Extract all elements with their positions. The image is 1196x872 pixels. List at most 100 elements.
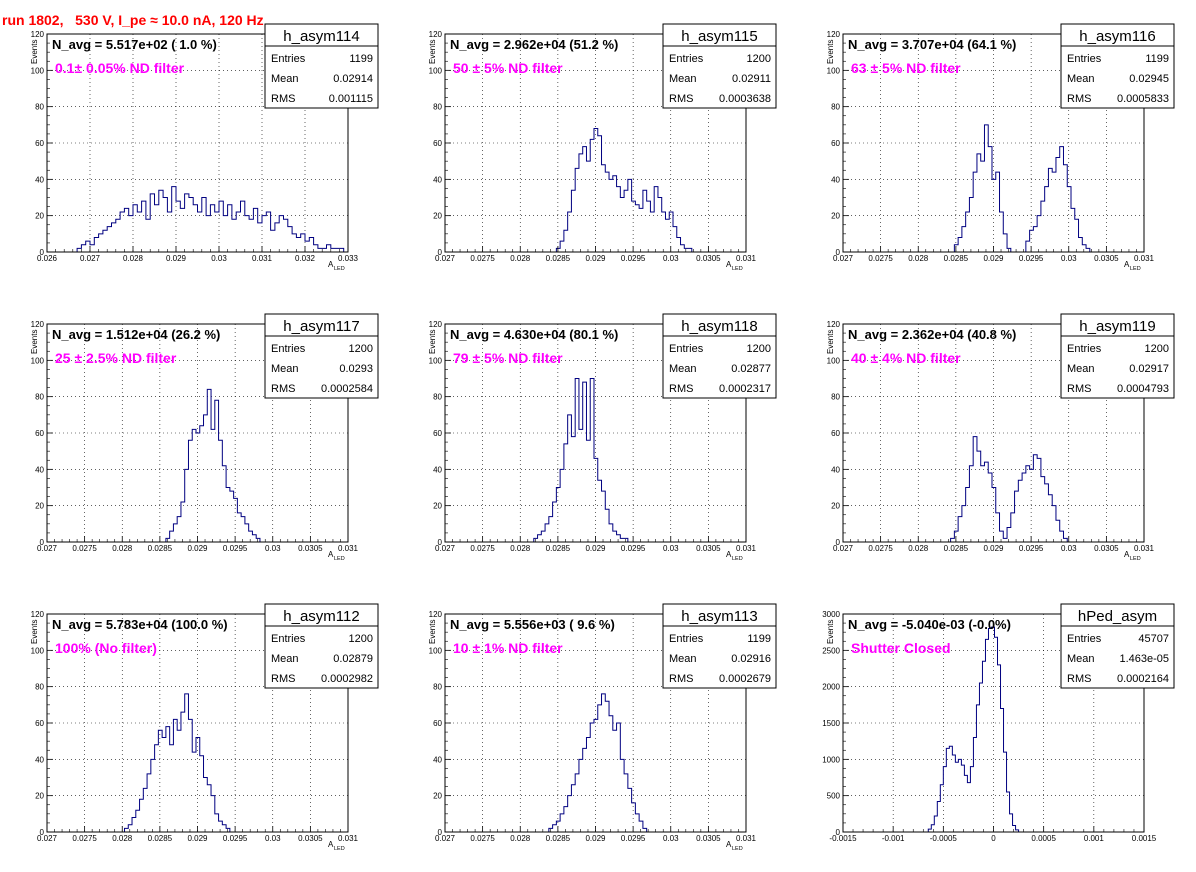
x-tick-label: 0.031 [338,834,359,843]
y-axis-label: Events [826,620,835,644]
stat-entries-value: 1200 [747,343,771,355]
x-tick-label: 0.0275 [72,544,97,553]
y-tick-label: 0 [438,828,443,837]
stat-mean-label: Mean [1067,73,1095,85]
x-tick-label: 0.032 [295,254,316,263]
stats-box [264,23,379,109]
x-tick-label: 0.03 [265,834,281,843]
histogram-line [124,693,231,832]
x-tick-label: 0.0295 [223,834,248,843]
histogram-panel-h_asym118: 0.027 0.0275 0.028 0.0285 0.029 0.0295 0.03 0.0… [428,313,777,562]
stat-mean-value: 0.02877 [731,363,771,375]
stat-entries-value: 1200 [1145,343,1169,355]
y-axis-label: Events [428,40,437,64]
x-tick-label: 0.029 [187,544,208,553]
x-tick-label: 0.026 [37,254,58,263]
stat-entries-value: 1199 [349,53,373,65]
x-axis-label: A [726,550,732,559]
y-tick-label: 40 [831,175,840,184]
histogram-line [533,378,629,542]
filter-label: 100% (No filter) [55,640,157,656]
y-tick-label: 40 [35,755,44,764]
stat-entries-label: Entries [1067,343,1102,355]
stat-rms-label: RMS [271,673,295,685]
x-tick-label: 0.027 [435,544,456,553]
y-tick-label: 120 [31,610,45,619]
x-tick-label: 0.027 [435,254,456,263]
x-tick-label: 0.0285 [546,254,571,263]
stat-entries-value: 1200 [349,633,373,645]
navg-title: N_avg = 3.707e+04 (64.1 %) [848,37,1016,52]
x-tick-label: 0.0275 [470,544,495,553]
y-tick-label: 120 [31,30,45,39]
y-tick-label: 40 [831,465,840,474]
x-tick-label: 0.031 [736,834,757,843]
x-tick-label: 0.029 [585,544,606,553]
x-axis-label: A [328,260,334,269]
x-tick-label: 0.001 [1084,834,1105,843]
histogram-panel-h_asym115: 0.027 0.0275 0.028 0.0285 0.029 0.0295 0.03 0.0… [428,23,777,272]
x-tick-label: 0.027 [833,544,854,553]
x-tick-label: 0.031 [1134,544,1155,553]
x-axis-label-subscript: LED [334,266,345,272]
stat-mean-label: Mean [1067,363,1095,375]
x-tick-label: 0.0285 [546,834,571,843]
x-tick-label: 0.027 [833,254,854,263]
y-tick-label: 1500 [822,719,840,728]
x-tick-label: 0.0295 [621,544,646,553]
filter-label: 40 ± 4% ND filter [851,350,961,366]
hist-name: h_asym119 [1079,318,1155,335]
x-tick-label: 0.0295 [1019,544,1044,553]
filter-label: 25 ± 2.5% ND filter [55,350,177,366]
y-tick-label: 80 [433,683,442,692]
stat-mean-value: 0.02911 [732,73,771,85]
stat-mean-label: Mean [271,73,299,85]
stat-entries-label: Entries [669,53,704,65]
stat-entries-value: 1200 [349,343,373,355]
x-tick-label: 0.028 [510,544,531,553]
y-tick-label: 120 [827,320,841,329]
y-axis-label: Events [428,620,437,644]
stat-entries-label: Entries [669,633,704,645]
x-tick-label: 0.028 [510,254,531,263]
x-tick-label: 0.0285 [148,834,173,843]
stat-rms-value: 0.0004793 [1117,383,1169,395]
x-tick-label: 0.0305 [696,544,721,553]
stat-mean-label: Mean [1067,653,1095,665]
y-tick-label: 0 [836,538,841,547]
y-tick-label: 40 [35,175,44,184]
y-tick-label: 80 [35,683,44,692]
y-tick-label: 40 [433,465,442,474]
x-axis-label-subscript: LED [732,266,743,272]
y-axis-label: Events [826,40,835,64]
x-tick-label: 0.028 [112,544,133,553]
stat-entries-label: Entries [271,343,306,355]
x-axis-label: A [726,840,732,849]
stat-mean-label: Mean [271,363,299,375]
x-tick-label: 0.028 [510,834,531,843]
y-tick-label: 20 [831,502,840,511]
x-tick-label: 0.0295 [1019,254,1044,263]
x-tick-label: 0.029 [585,834,606,843]
x-axis-label-subscript: LED [1130,556,1141,562]
y-tick-label: 20 [433,792,442,801]
y-tick-label: 100 [429,66,443,75]
x-tick-label: -0.001 [882,834,905,843]
stat-mean-label: Mean [669,73,697,85]
run-title: run 1802, 530 V, I_pe ≈ 10.0 nA, 120 Hz [2,12,264,28]
navg-title: N_avg = 2.962e+04 (51.2 %) [450,37,618,52]
x-tick-label: 0.028 [908,254,929,263]
y-tick-label: 100 [31,66,45,75]
hist-name: h_asym116 [1079,28,1155,45]
hist-name: h_asym112 [283,608,359,625]
x-axis-label: A [328,550,334,559]
x-tick-label: 0.029 [983,544,1004,553]
y-tick-label: 20 [35,502,44,511]
y-tick-label: 0 [438,248,443,257]
y-tick-label: 40 [35,465,44,474]
filter-label: 79 ± 5% ND filter [453,350,563,366]
navg-title: N_avg = 2.362e+04 (40.8 %) [848,327,1016,342]
x-tick-label: 0.031 [1134,254,1155,263]
histogram-panel-h_asym117: 0.027 0.0275 0.028 0.0285 0.029 0.0295 0.03 0.0… [30,313,379,562]
y-tick-label: 120 [31,320,45,329]
